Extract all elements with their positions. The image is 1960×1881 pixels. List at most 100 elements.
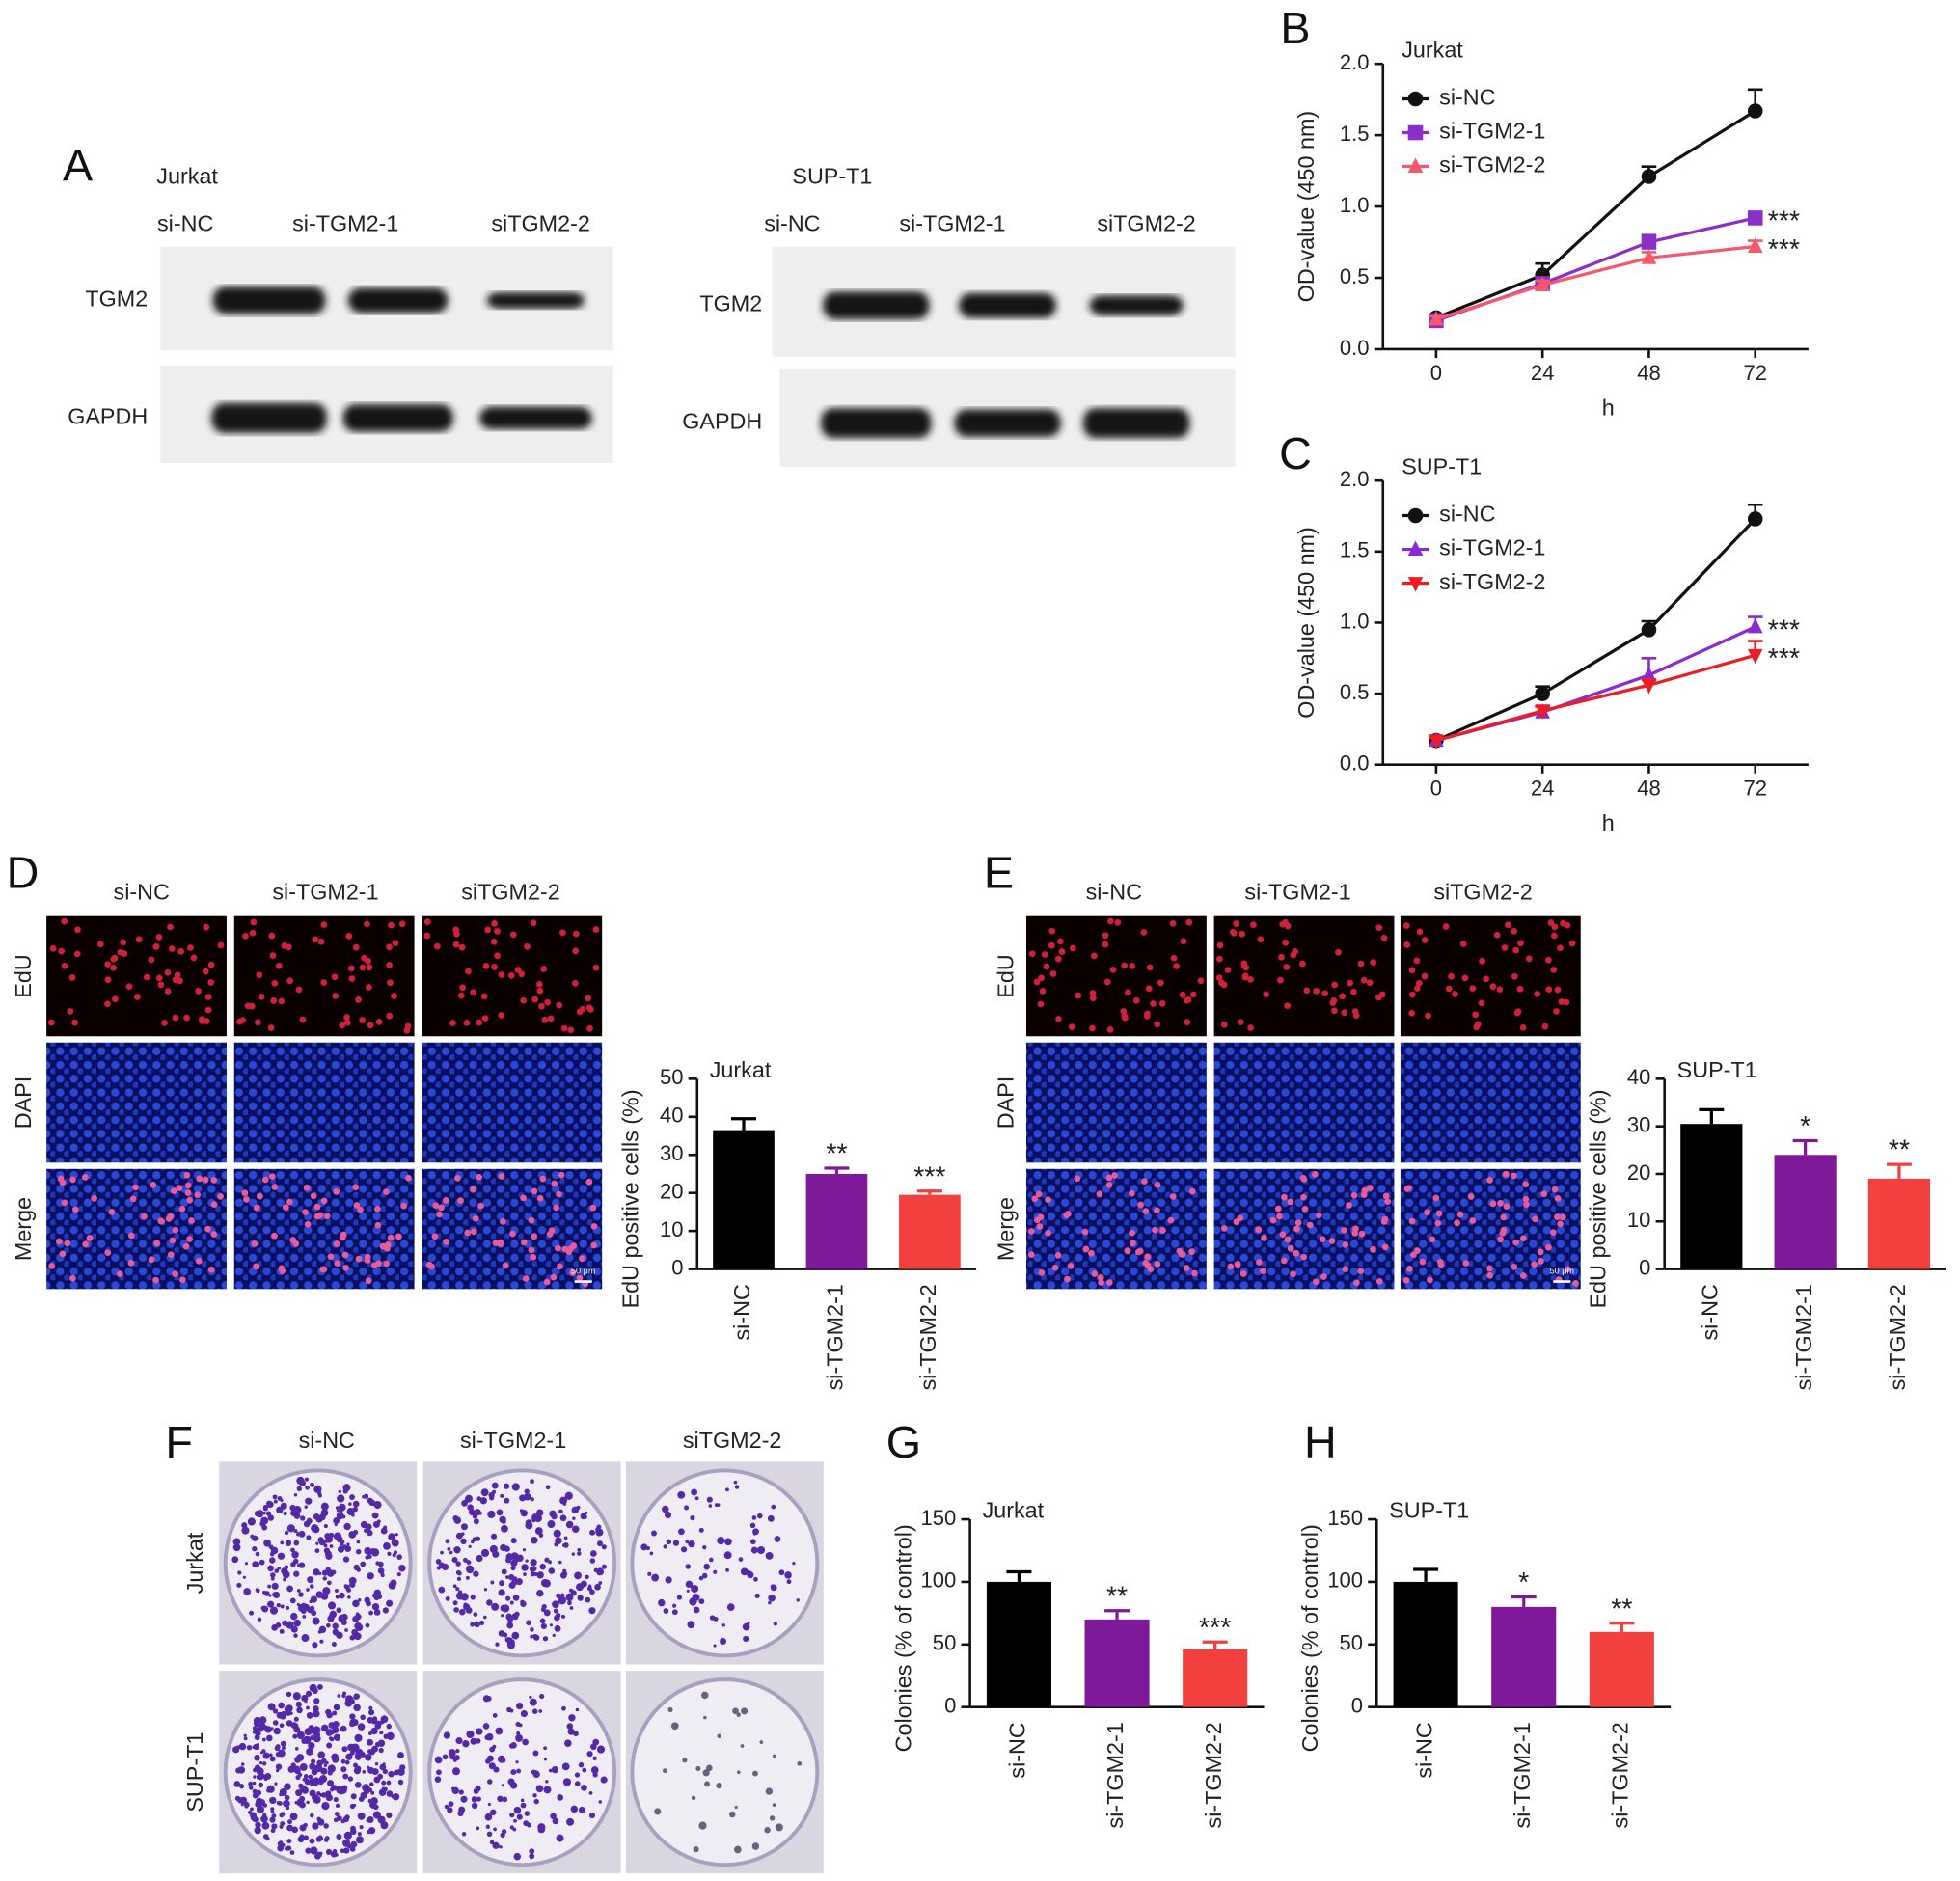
edu-cell [1294, 1219, 1302, 1227]
lane-label: si-NC [764, 211, 820, 236]
edu-cell [457, 992, 465, 999]
colony [336, 1787, 340, 1793]
colony [250, 1534, 255, 1539]
edu-cell [1282, 939, 1290, 946]
micrograph [233, 915, 415, 1037]
edu-cell [1313, 987, 1320, 995]
colony [537, 1827, 544, 1834]
edu-cell [1448, 972, 1455, 980]
edu-cell [1553, 1008, 1560, 1015]
y-axis-label: EdU positive cells (%) [617, 1089, 642, 1308]
edu-cell [1300, 1176, 1308, 1183]
edu-cell [186, 1196, 194, 1204]
edu-cell [463, 1020, 471, 1026]
colony [269, 1551, 275, 1557]
x-tick-label: 48 [1637, 361, 1661, 385]
micrograph [46, 915, 227, 1037]
colony [545, 1485, 551, 1490]
colony [456, 1576, 462, 1582]
colony [320, 1767, 328, 1775]
edu-cell [1462, 1260, 1470, 1267]
edu-cell [1051, 1264, 1059, 1271]
colony [351, 1827, 355, 1832]
colony [542, 1579, 551, 1588]
edu-cell [1146, 964, 1154, 971]
y-tick-label: 1.5 [1340, 122, 1370, 146]
edu-cell [1474, 1021, 1482, 1028]
dish [630, 1677, 820, 1867]
colony [563, 1536, 568, 1540]
edu-cell [386, 943, 393, 951]
colony [529, 1698, 537, 1706]
edu-cell [1489, 1200, 1497, 1208]
edu-cell [1279, 920, 1287, 928]
colony [507, 1617, 513, 1623]
colony [302, 1603, 311, 1612]
x-tick-label: si-TGM2-2 [915, 1284, 940, 1390]
edu-cell [1406, 1265, 1413, 1272]
colony [530, 1497, 534, 1502]
blot-band [954, 409, 1061, 437]
colony [367, 1572, 374, 1580]
edu-cell [1483, 975, 1490, 983]
edu-cell [1111, 1172, 1118, 1179]
edu-cell [387, 1234, 395, 1241]
colony [543, 1758, 548, 1761]
colony [463, 1557, 467, 1562]
colony [261, 1737, 266, 1742]
colony [496, 1509, 504, 1516]
edu-cell [1339, 993, 1346, 1000]
colony [347, 1843, 352, 1849]
colony [453, 1607, 459, 1613]
edu-cell [1140, 929, 1148, 936]
colony [749, 1539, 756, 1545]
colony [645, 1545, 651, 1551]
edu-cell [320, 1197, 328, 1205]
edu-cell [436, 1211, 443, 1218]
colony [298, 1592, 304, 1597]
colony [344, 1759, 350, 1765]
colony [572, 1525, 580, 1533]
colony [343, 1522, 351, 1531]
colony [306, 1690, 313, 1697]
edu-cell [1551, 923, 1559, 931]
edu-cell [253, 1263, 259, 1270]
colony [515, 1721, 521, 1727]
error-bar [1104, 1609, 1130, 1620]
row-label: Jurkat [182, 1532, 207, 1594]
blot-band [1083, 407, 1190, 439]
colony [558, 1509, 563, 1514]
colony [562, 1778, 572, 1786]
colony [270, 1572, 276, 1578]
colony [451, 1786, 459, 1795]
colony [497, 1795, 504, 1803]
edu-cell [299, 1016, 307, 1023]
colony [561, 1705, 566, 1711]
colony [379, 1731, 384, 1735]
edu-cell [250, 918, 258, 926]
colony [313, 1513, 320, 1520]
colony [350, 1846, 356, 1852]
significance: *** [1768, 643, 1800, 674]
edu-cell [1357, 960, 1365, 968]
colony [598, 1800, 602, 1804]
colony [277, 1552, 286, 1560]
edu-cell [365, 957, 371, 965]
edu-cell [320, 979, 328, 986]
colony [311, 1728, 318, 1735]
edu-cell [1241, 972, 1249, 980]
colony [335, 1803, 340, 1808]
edu-cell [155, 974, 163, 982]
edu-cell [1298, 960, 1306, 968]
colony [283, 1577, 286, 1582]
colony [327, 1780, 335, 1787]
colony [235, 1745, 241, 1751]
edu-cell [1452, 991, 1458, 997]
colony [473, 1787, 479, 1794]
colony [453, 1546, 461, 1554]
colony [458, 1806, 466, 1813]
colony [329, 1736, 335, 1742]
edu-cell [203, 923, 210, 931]
colony [298, 1530, 306, 1538]
micrograph [422, 1168, 603, 1290]
